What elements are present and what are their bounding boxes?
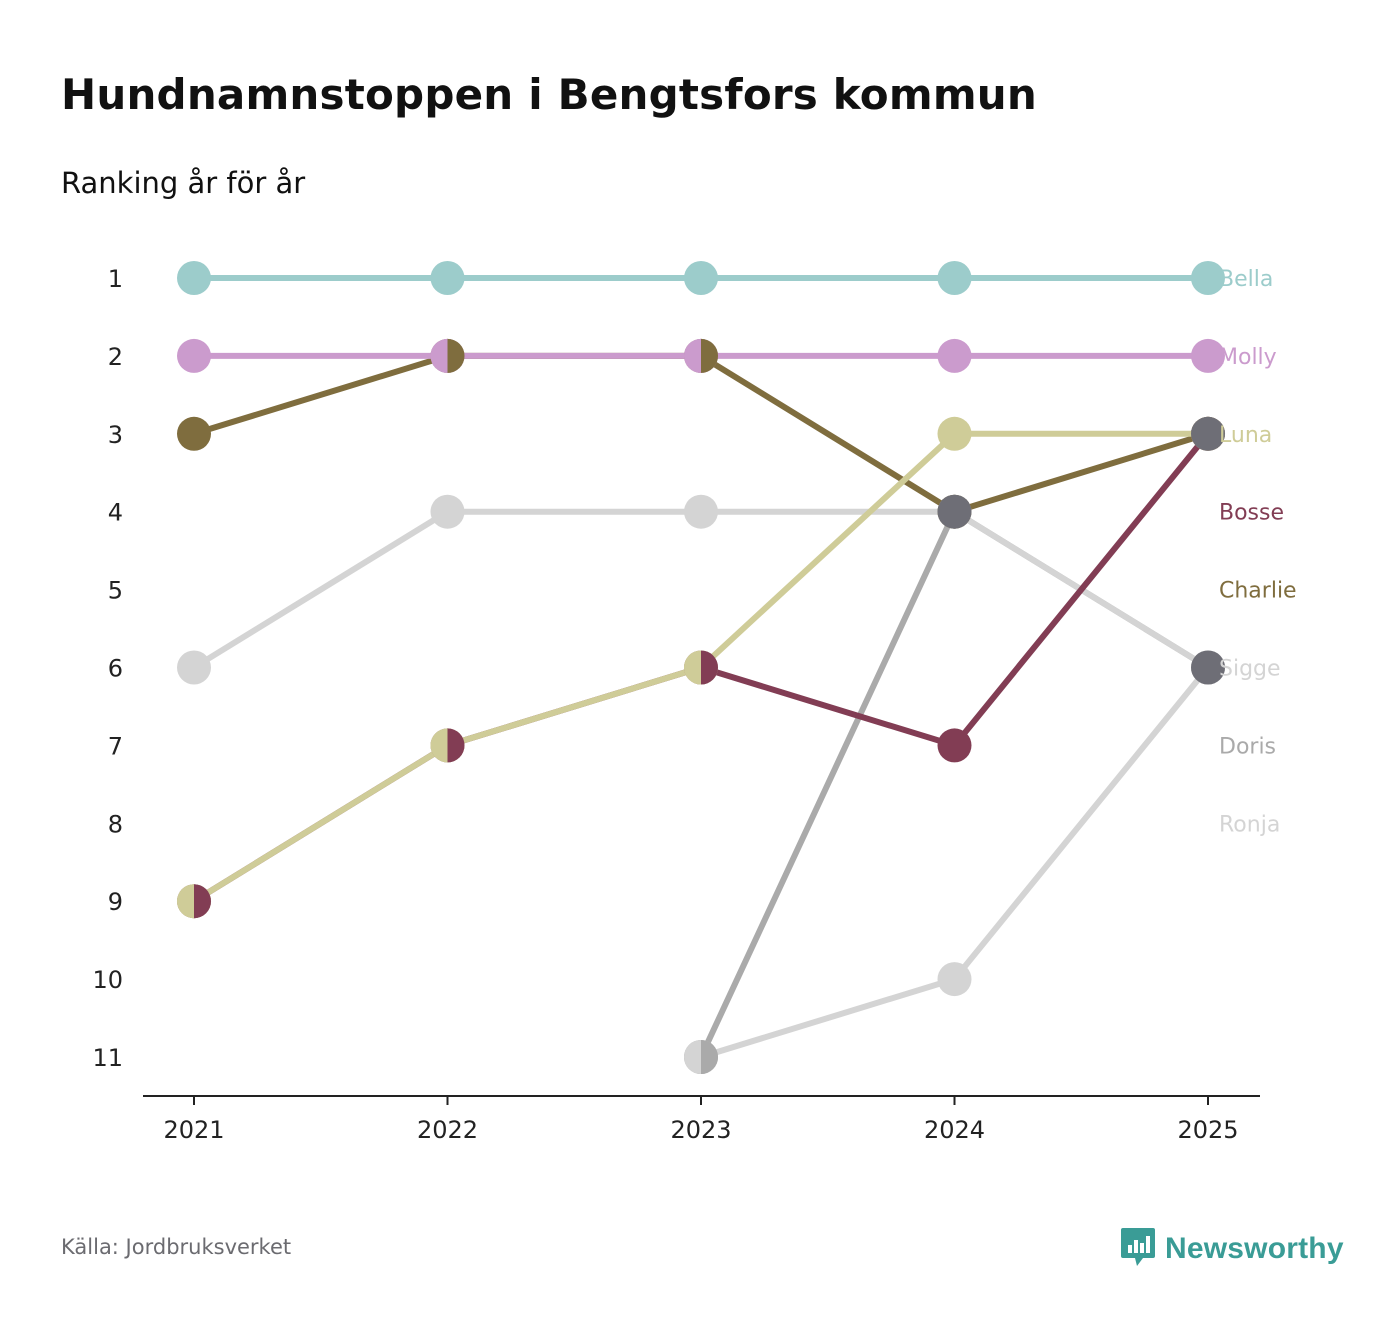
y-tick-label-1: 1 (108, 265, 123, 293)
end-label-ronja: Ronja (1219, 812, 1280, 837)
y-tick-label-11: 11 (92, 1044, 123, 1072)
y-tick-label-4: 4 (108, 499, 123, 527)
y-tick-label-2: 2 (108, 343, 123, 371)
y-tick-label-9: 9 (108, 888, 123, 916)
split-marker-right-2023-6 (701, 650, 718, 685)
point-bella-2022 (430, 261, 465, 295)
end-label-bella: Bella (1219, 267, 1273, 292)
merged-marker-2025-3 (1191, 416, 1225, 451)
split-marker-right-2023-2 (701, 338, 718, 373)
split-marker-left-2023-6 (684, 650, 701, 685)
split-marker-left-2021-9 (177, 884, 194, 919)
x-tick-label-2022: 2022 (417, 1116, 478, 1144)
y-tick-label-8: 8 (108, 810, 123, 838)
newsworthy-logo-text: Newsworthy (1165, 1232, 1344, 1265)
end-label-charlie: Charlie (1219, 579, 1297, 604)
end-label-molly: Molly (1219, 345, 1277, 370)
split-marker-left-2022-2 (430, 338, 448, 373)
point-bella-2025 (1191, 261, 1225, 295)
split-marker-right-2023-11 (701, 1040, 718, 1074)
split-marker-right-2022-2 (447, 338, 465, 373)
newsworthy-logo[interactable]: Newsworthy (1119, 1226, 1344, 1272)
merged-marker-2024-4 (937, 494, 972, 529)
y-tick-label-6: 6 (108, 655, 123, 683)
point-ronja-2024 (937, 962, 972, 997)
end-label-luna: Luna (1219, 423, 1272, 448)
point-sigge-2023 (684, 494, 718, 529)
point-bella-2024 (937, 261, 972, 295)
x-tick-label-2023: 2023 (670, 1116, 731, 1144)
x-tick-label-2025: 2025 (1177, 1116, 1238, 1144)
series-line-ronja (698, 664, 1211, 1060)
y-tick-label-7: 7 (108, 732, 123, 760)
point-charlie-2021 (177, 416, 211, 451)
point-sigge-2022 (430, 494, 465, 529)
x-tick-label-2024: 2024 (924, 1116, 985, 1144)
point-bosse-2024 (937, 728, 972, 763)
chart-title: Hundnamnstoppen i Bengtsfors kommun (61, 70, 1037, 119)
point-bella-2021 (177, 261, 211, 295)
point-molly-2025 (1191, 338, 1225, 373)
point-bella-2023 (684, 261, 718, 295)
chart-subtitle: Ranking år för år (61, 166, 306, 200)
end-label-sigge: Sigge (1219, 657, 1281, 682)
x-tick-label-2021: 2021 (163, 1116, 224, 1144)
y-tick-label-5: 5 (108, 577, 123, 605)
y-tick-label-10: 10 (92, 966, 123, 994)
point-luna-2024 (937, 416, 972, 451)
series-line-sigge (191, 508, 1211, 671)
split-marker-left-2023-2 (684, 338, 701, 373)
point-sigge-2021 (177, 650, 211, 685)
end-label-bosse: Bosse (1219, 501, 1284, 526)
source-note: Källa: Jordbruksverket (61, 1235, 292, 1259)
newsworthy-chart-bubble-icon (1119, 1226, 1157, 1272)
point-molly-2024 (937, 338, 972, 373)
end-label-doris: Doris (1219, 734, 1276, 759)
y-tick-label-3: 3 (108, 421, 123, 449)
merged-marker-2025-6 (1191, 650, 1225, 685)
split-marker-right-2021-9 (194, 884, 211, 919)
split-marker-left-2022-7 (430, 728, 448, 763)
split-marker-left-2023-11 (684, 1040, 701, 1074)
point-molly-2021 (177, 338, 211, 373)
split-marker-right-2022-7 (447, 728, 465, 763)
